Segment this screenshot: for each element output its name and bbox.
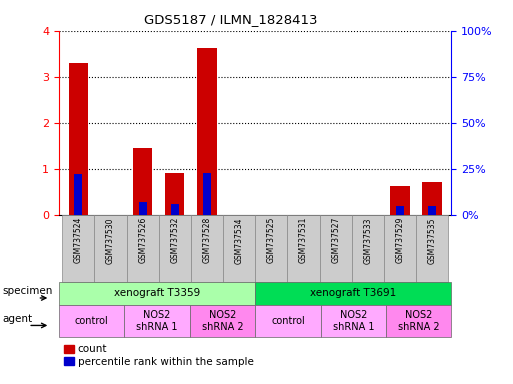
Bar <box>223 215 255 282</box>
Bar <box>255 215 287 282</box>
Text: GDS5187 / ILMN_1828413: GDS5187 / ILMN_1828413 <box>144 13 318 26</box>
Bar <box>352 215 384 282</box>
Bar <box>287 215 320 282</box>
Bar <box>416 215 448 282</box>
Bar <box>133 148 152 215</box>
Bar <box>94 215 127 282</box>
Text: agent: agent <box>3 314 33 324</box>
Text: GSM737527: GSM737527 <box>331 217 340 263</box>
Bar <box>171 204 179 215</box>
Text: xenograft T3691: xenograft T3691 <box>310 288 397 298</box>
Bar <box>139 202 147 215</box>
Bar <box>165 173 185 215</box>
Bar <box>198 48 216 215</box>
Bar <box>320 215 352 282</box>
Text: GSM737533: GSM737533 <box>363 217 372 263</box>
Bar <box>59 305 124 337</box>
Bar <box>428 206 436 215</box>
Bar <box>203 173 211 215</box>
Text: specimen: specimen <box>3 286 53 296</box>
Bar <box>321 305 386 337</box>
Text: control: control <box>271 316 305 326</box>
Text: xenograft T3359: xenograft T3359 <box>114 288 200 298</box>
Bar <box>124 305 190 337</box>
Text: control: control <box>75 316 109 326</box>
Text: GSM737526: GSM737526 <box>138 217 147 263</box>
Bar <box>390 187 409 215</box>
Text: NOS2
shRNA 2: NOS2 shRNA 2 <box>202 310 243 332</box>
Text: NOS2
shRNA 1: NOS2 shRNA 1 <box>332 310 374 332</box>
Bar <box>255 305 321 337</box>
Text: NOS2
shRNA 1: NOS2 shRNA 1 <box>136 310 178 332</box>
Text: GSM737531: GSM737531 <box>299 217 308 263</box>
Bar <box>423 182 442 215</box>
Text: GSM737535: GSM737535 <box>428 217 437 263</box>
Text: GSM737534: GSM737534 <box>234 217 244 263</box>
Bar <box>159 215 191 282</box>
Bar <box>59 282 255 305</box>
Bar <box>69 63 88 215</box>
Text: NOS2
shRNA 2: NOS2 shRNA 2 <box>398 310 440 332</box>
Text: GSM737530: GSM737530 <box>106 217 115 263</box>
Bar <box>62 215 94 282</box>
Bar <box>255 282 451 305</box>
Text: GSM737529: GSM737529 <box>396 217 404 263</box>
Text: GSM737532: GSM737532 <box>170 217 180 263</box>
Text: GSM737525: GSM737525 <box>267 217 276 263</box>
Legend: count, percentile rank within the sample: count, percentile rank within the sample <box>64 344 253 367</box>
Bar <box>127 215 159 282</box>
Text: GSM737528: GSM737528 <box>203 217 211 263</box>
Bar <box>191 215 223 282</box>
Bar <box>386 305 451 337</box>
Bar <box>396 206 404 215</box>
Bar <box>384 215 416 282</box>
Bar <box>190 305 255 337</box>
Bar <box>74 174 82 215</box>
Text: GSM737524: GSM737524 <box>74 217 83 263</box>
